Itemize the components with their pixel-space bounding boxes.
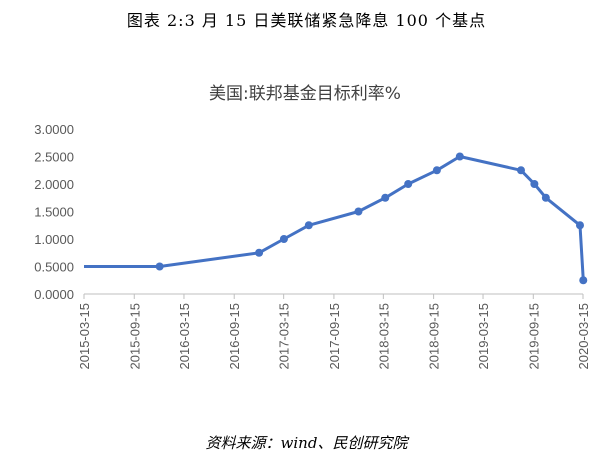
x-tick-label: 2015-09-15 bbox=[127, 303, 142, 370]
data-point bbox=[517, 166, 526, 175]
data-point bbox=[579, 276, 588, 285]
y-tick-label: 1.0000 bbox=[34, 232, 74, 247]
data-point bbox=[530, 180, 539, 188]
chart-title: 美国:联邦基金目标利率% bbox=[209, 84, 401, 104]
y-tick-label: 0.5000 bbox=[34, 260, 74, 275]
data-point bbox=[432, 166, 441, 175]
y-axis-labels: 0.0000 0.5000 1.0000 1.5000 2.0000 2.5000 3.00… bbox=[34, 122, 74, 302]
x-axis-labels: 2015-03-15 2015-09-15 2016-03-15 2016-09-15… bbox=[77, 303, 591, 370]
x-tick-label: 2017-09-15 bbox=[327, 303, 342, 370]
data-point bbox=[404, 180, 413, 188]
y-tick-label: 0.0000 bbox=[34, 287, 74, 302]
x-tick-label: 2019-09-15 bbox=[526, 303, 541, 370]
x-tick-label: 2016-03-15 bbox=[177, 303, 192, 370]
series-markers bbox=[155, 152, 588, 285]
source-note: 资料来源：wind、民创研究院 bbox=[205, 434, 408, 452]
data-point bbox=[155, 262, 164, 271]
data-point bbox=[541, 193, 550, 202]
y-tick-label: 3.0000 bbox=[34, 122, 74, 137]
data-point bbox=[575, 221, 584, 230]
data-point bbox=[381, 193, 390, 202]
data-point bbox=[279, 235, 288, 243]
y-tick-label: 2.0000 bbox=[34, 177, 74, 192]
x-tick-label: 2015-03-15 bbox=[77, 303, 92, 370]
data-point bbox=[304, 221, 313, 230]
y-tick-label: 1.5000 bbox=[34, 205, 74, 220]
data-point bbox=[255, 248, 264, 257]
data-point bbox=[354, 207, 363, 216]
x-tick-label: 2018-09-15 bbox=[427, 303, 442, 370]
data-point bbox=[455, 152, 464, 161]
x-tick-label: 2016-09-15 bbox=[227, 303, 242, 370]
series-line bbox=[84, 155, 585, 281]
x-tick-label: 2017-03-15 bbox=[277, 303, 292, 370]
y-tick-label: 2.5000 bbox=[34, 150, 74, 165]
x-tick-label: 2019-03-15 bbox=[476, 303, 491, 370]
x-axis-ticks bbox=[83, 294, 584, 299]
x-tick-label: 2020-03-15 bbox=[576, 303, 591, 370]
x-tick-label: 2018-03-15 bbox=[376, 303, 391, 370]
figure-caption: 图表 2:3 月 15 日美联储紧急降息 100 个基点 bbox=[126, 11, 487, 30]
